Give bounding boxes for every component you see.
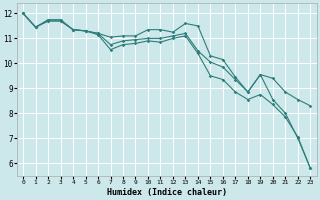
X-axis label: Humidex (Indice chaleur): Humidex (Indice chaleur) [107,188,227,197]
